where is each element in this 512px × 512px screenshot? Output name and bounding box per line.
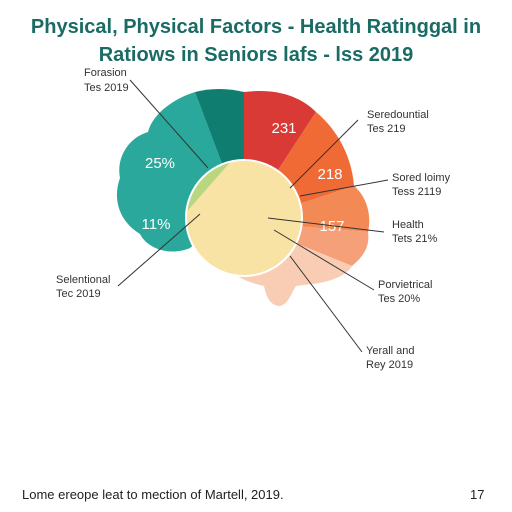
leader-selectional <box>117 213 201 287</box>
callout-porvietrical-line2: Tes 20% <box>378 293 420 305</box>
footer-note: Lome ereope leat to mection of Martell, … <box>22 487 284 502</box>
leader-foration <box>129 79 209 169</box>
callout-foration-line2: Tes 2019 <box>84 82 129 94</box>
data-label-orange: 218 <box>317 166 342 183</box>
callout-health-line2: Tets 21% <box>392 233 437 245</box>
callout-health-line1: Health <box>392 219 424 231</box>
data-label-teal-low: 11% <box>142 216 171 233</box>
data-label-red: 231 <box>271 120 296 137</box>
callout-porvietrical-line1: Porvietrical <box>378 279 432 291</box>
page-number: 17 <box>470 487 485 502</box>
callout-selectional-line2: Tec 2019 <box>56 288 101 300</box>
callout-seredountial-line2: Tes 219 <box>367 123 406 135</box>
callout-sored-line1: Sored loimy <box>392 172 451 184</box>
callout-foration-line1: Forasion <box>84 67 127 79</box>
leader-porvietrical <box>273 229 375 291</box>
leader-yerall <box>289 255 363 353</box>
chart-title-line-1: Physical, Physical Factors - Health Rati… <box>30 16 482 38</box>
data-label-orange-light: 157 <box>319 218 344 235</box>
callout-yerall-line2: Rey 2019 <box>366 359 413 371</box>
data-label-teal: 25% <box>145 155 175 172</box>
segment-yellow <box>186 160 303 277</box>
chart-title-line-2: Ratiows in Seniors lafs - lss 2019 <box>98 44 414 66</box>
callout-yerall-line1: Yerall and <box>366 345 415 357</box>
leader-health <box>267 217 385 233</box>
callout-seredountial-line1: Seredountial <box>367 109 429 121</box>
inner-ring <box>185 159 303 277</box>
leader-sored <box>299 179 389 197</box>
leader-seredountial <box>289 119 359 189</box>
callout-selectional-line1: Selentional <box>56 274 110 286</box>
segment-green <box>187 162 230 211</box>
callout-sored-line2: Tess 2119 <box>392 186 441 198</box>
